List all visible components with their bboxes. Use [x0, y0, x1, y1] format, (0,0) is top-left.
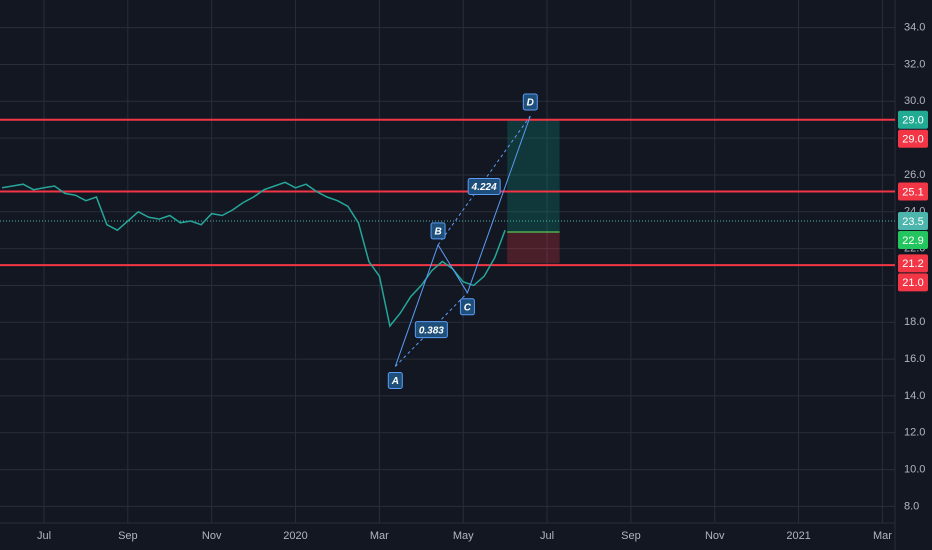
x-tick-label: Sep: [118, 530, 138, 542]
pattern-line: [394, 292, 468, 367]
pattern-ratio-box: [467, 177, 501, 195]
pattern-point-label: B: [434, 227, 441, 238]
x-tick-label: Jul: [37, 530, 51, 542]
y-tick-label: 16.0: [904, 353, 925, 365]
x-tick-label: May: [453, 530, 474, 542]
price-tag: [898, 211, 928, 230]
y-tick-label: 10.0: [904, 464, 925, 476]
y-tick-label: 34.0: [904, 22, 925, 34]
price-tag-label: 21.2: [902, 258, 923, 270]
price-tag-label: 29.0: [902, 115, 923, 127]
pattern-point-label: A: [391, 376, 399, 387]
price-tag-label: 23.5: [902, 216, 923, 228]
x-tick-label: Sep: [621, 530, 641, 542]
x-tick-label: Nov: [202, 530, 222, 542]
price-tag: [898, 273, 928, 292]
pattern-line: [437, 244, 468, 294]
pattern-line: [466, 115, 531, 293]
x-tick-label: Jul: [540, 530, 554, 542]
x-tick-label: Mar: [873, 530, 892, 542]
x-tick-label: Nov: [705, 530, 725, 542]
pattern-ratio-box: [414, 321, 448, 339]
y-tick-label: 26.0: [904, 169, 925, 181]
pattern-point-label: C: [464, 302, 472, 313]
pattern-point-label: D: [527, 98, 534, 109]
y-tick-label: 18.0: [904, 316, 925, 328]
price-tag-label: 21.0: [902, 277, 923, 289]
price-line: [1, 181, 506, 328]
x-tick-label: Mar: [370, 530, 389, 542]
pattern-point-label-box: [459, 298, 475, 316]
x-tick-label: 2020: [283, 530, 307, 542]
y-tick-label: 32.0: [904, 58, 925, 70]
price-tag: [898, 254, 928, 273]
price-tag-label: 25.1: [902, 186, 923, 198]
y-tick-label: 14.0: [904, 390, 925, 402]
pattern-point-label-box: [430, 222, 446, 240]
pattern-ratio: 0.383: [419, 325, 444, 336]
x-tick-label: 2021: [786, 530, 810, 542]
pattern-point-label-box: [522, 93, 538, 111]
y-tick-label: 30.0: [904, 95, 925, 107]
price-tag: [898, 110, 928, 129]
pattern-line: [394, 244, 439, 367]
price-tag: [898, 129, 928, 148]
price-tag: [898, 230, 928, 249]
profit-zone: [507, 119, 560, 233]
y-tick-label: 8.0: [904, 500, 919, 512]
pattern-ratio: 4.224: [471, 182, 497, 193]
loss-zone: [507, 232, 560, 264]
price-tag: [898, 182, 928, 201]
y-tick-label: 12.0: [904, 427, 925, 439]
price-tag-label: 22.9: [902, 235, 923, 247]
price-tag-label: 29.0: [902, 134, 923, 146]
pattern-point-label-box: [387, 371, 403, 389]
